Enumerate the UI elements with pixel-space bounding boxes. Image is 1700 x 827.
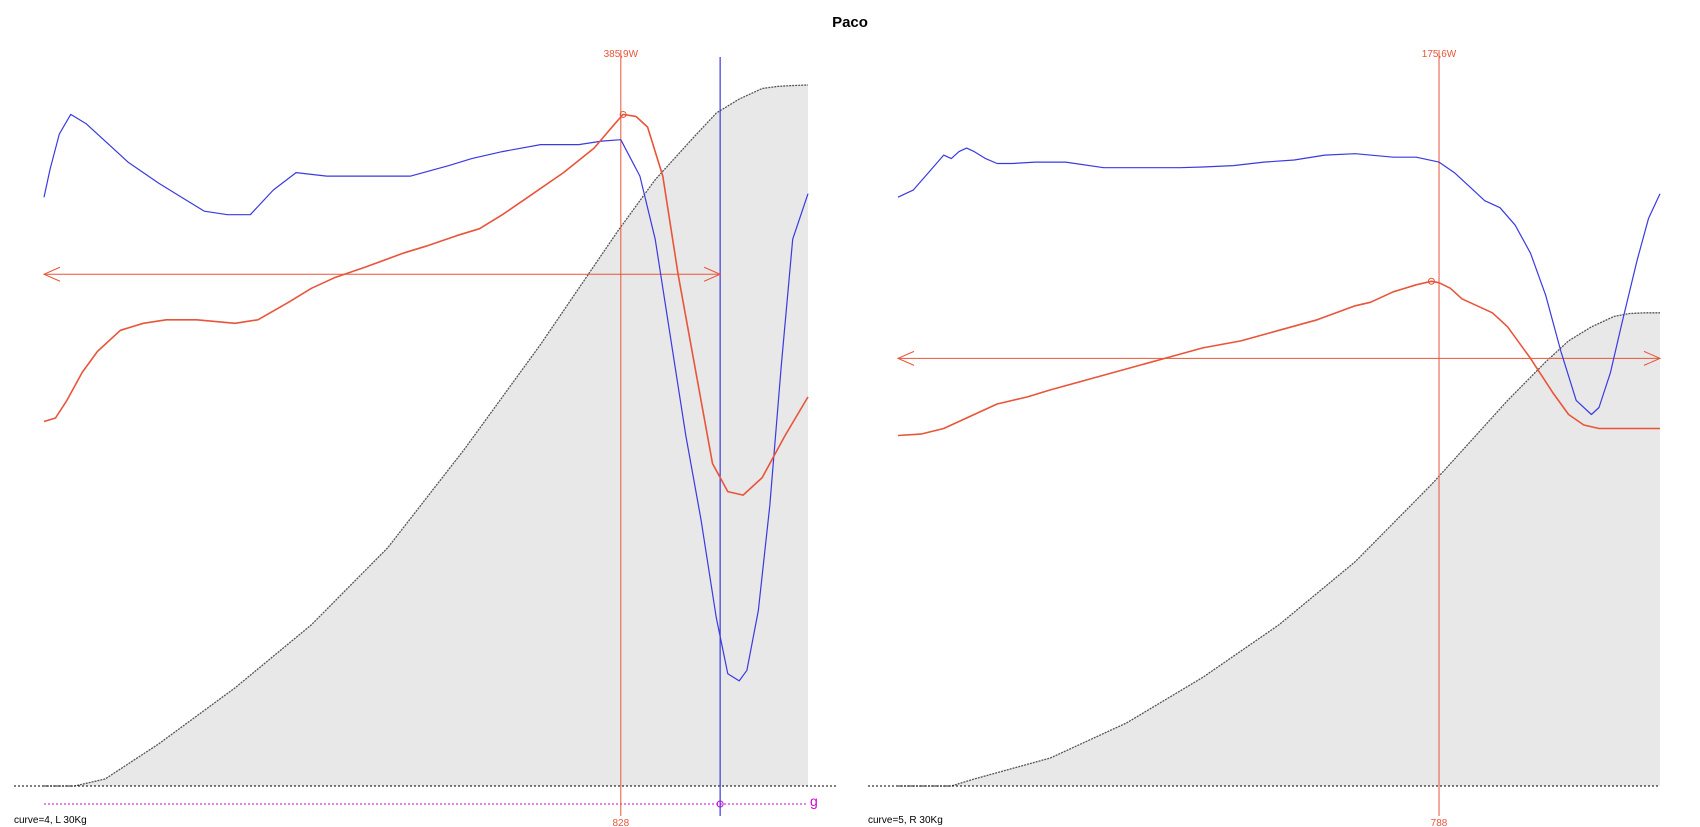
power-series-line <box>43 113 809 496</box>
arrow-head-left <box>896 350 915 366</box>
speed-series-line <box>897 147 1661 416</box>
curve-footer-label: curve=4, L 30Kg <box>14 815 87 826</box>
peak-point <box>619 110 627 118</box>
peak-point <box>1427 277 1435 285</box>
peak-power-label: 385,9W <box>604 49 639 60</box>
arrow-head-right <box>703 266 722 282</box>
curve-footer-label: curve=5, R 30Kg <box>868 815 943 826</box>
cumulative-area <box>44 85 808 786</box>
peak-x-label: 788 <box>1431 818 1448 827</box>
chart-panel-left: g 385,9W 828 curve=4, L 30Kg <box>14 49 838 827</box>
cumulative-line <box>898 312 1660 787</box>
peak-power-label: 175,6W <box>1422 49 1457 60</box>
power-series-line <box>897 280 1660 437</box>
page-title: Paco <box>832 14 868 31</box>
chart-panel-right: 175,6W 788 curve=5, R 30Kg <box>868 49 1662 827</box>
cumulative-area <box>898 312 1660 786</box>
g-label: g <box>810 793 818 809</box>
cumulative-line <box>44 84 809 787</box>
arrow-head-left <box>42 266 61 282</box>
arrow-head-right <box>1643 350 1662 366</box>
speed-series-line <box>43 113 809 682</box>
peak-x-label: 828 <box>612 818 629 827</box>
